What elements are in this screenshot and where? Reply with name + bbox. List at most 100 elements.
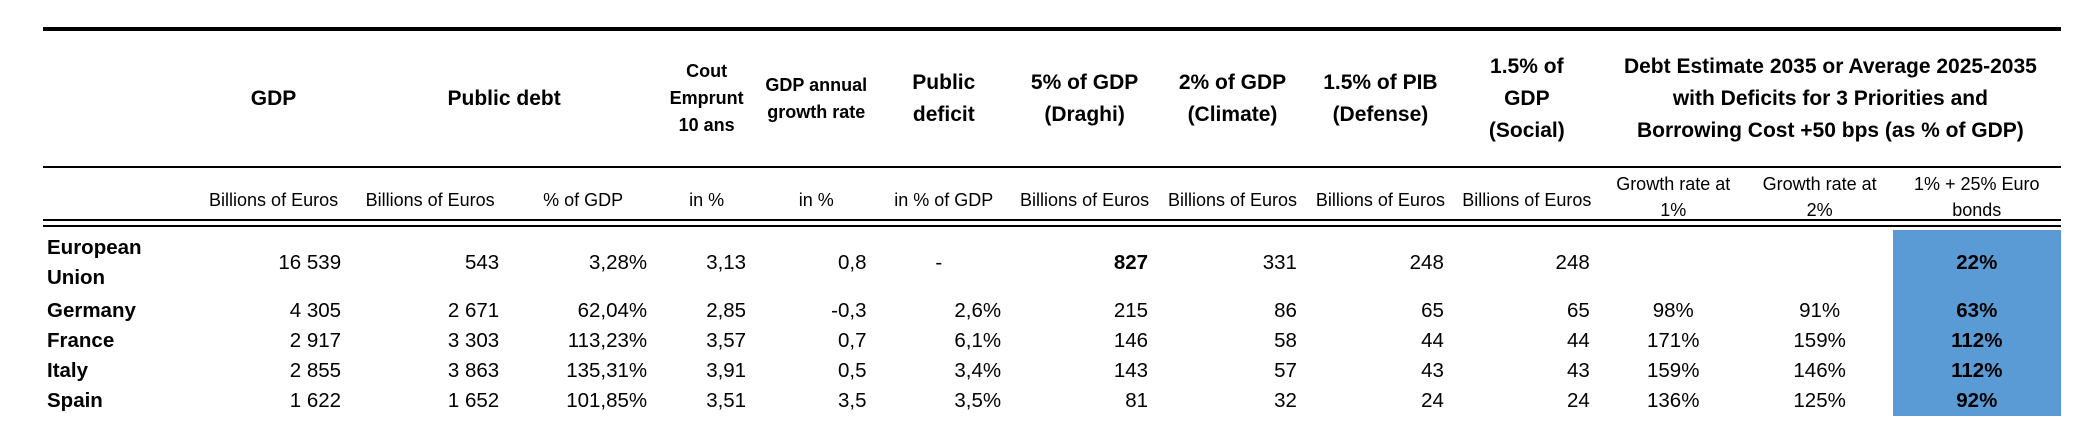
cell-draghi: 81 <box>1125 389 1149 412</box>
header-social: 1.5% of GDP (Social) <box>1488 54 1565 142</box>
row-country: France <box>47 329 115 352</box>
unit-social: Billions of Euros <box>1462 189 1592 210</box>
unit-debt-pct: % of GDP <box>543 189 624 210</box>
cell-social: 43 <box>1566 359 1590 382</box>
unit-gdp: Billions of Euros <box>209 189 339 210</box>
header-defense: 1.5% of PIB (Defense) <box>1323 70 1438 126</box>
cell-growth-1: 136% <box>1647 389 1700 412</box>
cell-growth: 0,5 <box>837 359 867 382</box>
header-gdp: GDP <box>250 86 297 110</box>
cell-cout: 3,13 <box>706 251 747 274</box>
cell-cout: 3,91 <box>706 359 747 382</box>
cell-climate: 331 <box>1262 251 1297 274</box>
cell-defense: 43 <box>1421 359 1444 382</box>
header-cout-emprunt: Cout Emprunt 10 ans <box>669 61 744 135</box>
unit-cout: in % <box>689 189 725 210</box>
top-rule <box>43 27 2061 31</box>
cell-growth-2: 125% <box>1793 389 1846 412</box>
cell-cout: 3,51 <box>706 389 747 412</box>
cell-draghi: 143 <box>1113 359 1149 382</box>
cell-defense: 248 <box>1409 251 1444 274</box>
cell-debt-pct: 101,85% <box>566 389 648 412</box>
cell-debt-bn: 3 303 <box>447 329 500 352</box>
header-climate: 2% of GDP (Climate) <box>1178 70 1287 126</box>
cell-debt-pct: 3,28% <box>589 251 648 274</box>
cell-debt-bn: 2 671 <box>447 299 500 322</box>
cell-defense: 65 <box>1421 299 1444 322</box>
cell-deficit: 3,5% <box>954 389 1002 412</box>
cell-eurobonds: 22% <box>1892 230 2061 296</box>
cell-climate: 58 <box>1274 329 1297 352</box>
cell-debt-bn: 1 652 <box>447 389 500 412</box>
cell-eurobonds: 112% <box>1892 326 2061 356</box>
cell-climate: 57 <box>1274 359 1297 382</box>
cell-gdp: 16 539 <box>278 251 342 274</box>
cell-social: 24 <box>1566 389 1590 412</box>
cell-cout: 3,57 <box>706 329 747 352</box>
table-row: France 2 917 3 303 113,23% 3,57 0,7 6,1%… <box>43 326 2061 356</box>
cell-social: 248 <box>1555 251 1590 274</box>
cell-draghi: 827 <box>1113 251 1149 274</box>
cell-climate: 86 <box>1274 299 1297 322</box>
cell-climate: 32 <box>1274 389 1297 412</box>
cell-social: 44 <box>1566 329 1590 352</box>
cell-growth-1: 159% <box>1647 359 1700 382</box>
unit-debt-bn: Billions of Euros <box>365 189 495 210</box>
unit-eurobonds: 1% + 25% Euro bonds <box>1913 174 2040 220</box>
table-row: Spain 1 622 1 652 101,85% 3,51 3,5 3,5% … <box>43 386 2061 416</box>
cell-debt-pct: 113,23% <box>567 329 648 352</box>
header-draghi: 5% of GDP (Draghi) <box>1030 70 1139 126</box>
cell-growth-1 <box>1600 230 1747 296</box>
cell-gdp: 2 917 <box>289 329 342 352</box>
cell-defense: 44 <box>1421 329 1444 352</box>
cell-gdp: 2 855 <box>289 359 342 382</box>
header-row-titles: GDP Public debt Cout Emprunt 10 ans GDP … <box>43 31 2061 166</box>
header-debt-estimate: Debt Estimate 2035 or Average 2025-2035 … <box>1623 54 2037 142</box>
cell-defense: 24 <box>1421 389 1444 412</box>
header-public-deficit: Public deficit <box>912 70 976 126</box>
unit-growth-2: Growth rate at 2% <box>1762 174 1877 220</box>
cell-social: 65 <box>1566 299 1590 322</box>
row-country: Germany <box>47 299 136 322</box>
cell-growth-2: 146% <box>1793 359 1846 382</box>
cell-growth: -0,3 <box>831 299 867 322</box>
cell-growth-2: 91% <box>1799 299 1841 322</box>
double-rule-lower <box>43 225 2061 227</box>
cell-debt-pct: 135,31% <box>566 359 648 382</box>
cell-cout: 2,85 <box>706 299 747 322</box>
row-country: Italy <box>47 359 89 382</box>
cell-debt-bn: 3 863 <box>447 359 500 382</box>
cell-eurobonds: 112% <box>1892 356 2061 386</box>
double-rule-upper <box>43 219 2061 221</box>
unit-climate: Billions of Euros <box>1167 189 1298 210</box>
table-row: European Union 16 539 543 3,28% 3,13 0,8… <box>43 230 2061 296</box>
header-public-debt: Public debt <box>447 86 561 110</box>
unit-growth: in % <box>798 189 834 210</box>
cell-growth: 0,7 <box>837 329 867 352</box>
header-rule <box>43 166 2061 168</box>
unit-deficit: in % of GDP <box>894 189 994 210</box>
debt-table: GDP Public debt Cout Emprunt 10 ans GDP … <box>43 31 2061 416</box>
table-row: Italy 2 855 3 863 135,31% 3,91 0,5 3,4% … <box>43 356 2061 386</box>
unit-growth-1: Growth rate at 1% <box>1616 174 1731 220</box>
cell-deficit: 2,6% <box>954 299 1002 322</box>
cell-draghi: 146 <box>1113 329 1149 352</box>
cell-growth: 3,5 <box>837 389 867 412</box>
table-row: Germany 4 305 2 671 62,04% 2,85 -0,3 2,6… <box>43 296 2061 326</box>
cell-growth-1: 98% <box>1652 299 1694 322</box>
unit-draghi: Billions of Euros <box>1020 189 1150 210</box>
cell-growth-1: 171% <box>1647 329 1700 352</box>
row-country: European Union <box>47 236 142 289</box>
cell-eurobonds: 63% <box>1892 296 2061 326</box>
cell-deficit: - <box>935 251 943 274</box>
cell-gdp: 1 622 <box>289 389 342 412</box>
cell-debt-bn: 543 <box>465 251 500 274</box>
unit-defense: Billions of Euros <box>1315 189 1445 210</box>
row-country: Spain <box>47 389 103 412</box>
header-row-units: Billions of Euros Billions of Euros % of… <box>43 166 2061 230</box>
header-gdp-growth: GDP annual growth rate <box>765 74 868 122</box>
debt-table-frame: GDP Public debt Cout Emprunt 10 ans GDP … <box>43 0 2061 441</box>
cell-gdp: 4 305 <box>289 299 342 322</box>
cell-debt-pct: 62,04% <box>577 299 648 322</box>
cell-draghi: 215 <box>1113 299 1149 322</box>
